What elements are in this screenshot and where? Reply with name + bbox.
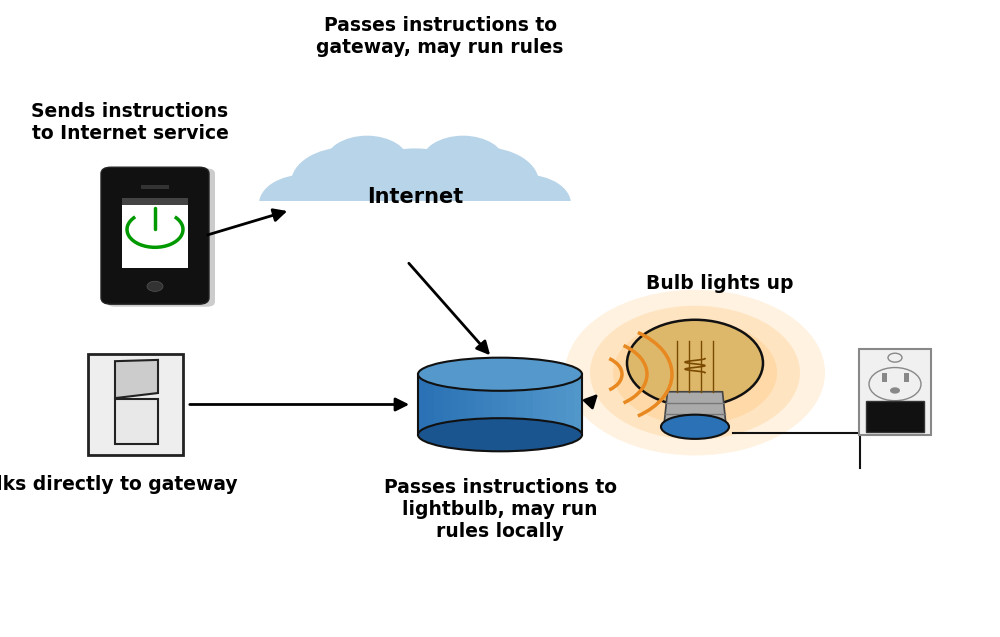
Circle shape	[427, 147, 539, 218]
Text: Passes instructions to
gateway, may run rules: Passes instructions to gateway, may run …	[316, 16, 564, 57]
Bar	[859, 349, 931, 434]
Bar	[475, 374, 485, 434]
Ellipse shape	[661, 415, 729, 439]
Bar	[525, 374, 534, 434]
Polygon shape	[115, 360, 158, 398]
Bar	[557, 374, 567, 434]
FancyBboxPatch shape	[101, 167, 209, 304]
Circle shape	[421, 136, 505, 189]
Polygon shape	[664, 392, 726, 425]
Circle shape	[565, 290, 825, 455]
Bar	[541, 374, 550, 434]
Bar	[882, 373, 887, 382]
Bar	[574, 374, 583, 434]
Bar	[141, 185, 169, 189]
Bar	[240, 201, 590, 277]
Bar	[88, 354, 182, 455]
Bar	[533, 374, 542, 434]
Bar	[443, 374, 452, 434]
Bar	[566, 374, 575, 434]
Bar	[467, 374, 476, 434]
Ellipse shape	[418, 358, 582, 390]
FancyBboxPatch shape	[107, 168, 215, 307]
Bar	[492, 374, 501, 434]
Text: Talks directly to gateway: Talks directly to gateway	[0, 475, 237, 494]
Circle shape	[479, 175, 571, 233]
Circle shape	[259, 175, 351, 233]
Circle shape	[627, 320, 763, 406]
Circle shape	[291, 147, 403, 218]
Bar	[904, 373, 909, 382]
Text: Sends instructions
to Internet service: Sends instructions to Internet service	[31, 103, 229, 143]
Bar	[484, 374, 493, 434]
Bar	[418, 374, 582, 434]
Circle shape	[888, 422, 902, 431]
Bar	[418, 374, 427, 434]
Bar	[459, 374, 468, 434]
Ellipse shape	[418, 418, 582, 451]
Bar	[508, 374, 517, 434]
Circle shape	[890, 387, 900, 394]
Bar	[122, 198, 188, 205]
Circle shape	[869, 368, 921, 401]
Text: Internet: Internet	[367, 187, 463, 208]
Bar	[500, 374, 509, 434]
Circle shape	[325, 136, 409, 189]
Circle shape	[888, 353, 902, 362]
Text: Passes instructions to
lightbulb, may run
rules locally: Passes instructions to lightbulb, may ru…	[384, 478, 616, 541]
Bar	[434, 374, 444, 434]
Bar	[451, 374, 460, 434]
Circle shape	[590, 306, 800, 440]
Circle shape	[343, 148, 487, 240]
Bar	[549, 374, 558, 434]
Bar	[866, 401, 924, 432]
Circle shape	[613, 320, 777, 425]
Circle shape	[147, 282, 163, 292]
Bar	[516, 374, 526, 434]
Polygon shape	[115, 399, 158, 444]
Text: Bulb lights up: Bulb lights up	[646, 274, 794, 293]
Bar	[426, 374, 435, 434]
Bar	[122, 198, 188, 268]
